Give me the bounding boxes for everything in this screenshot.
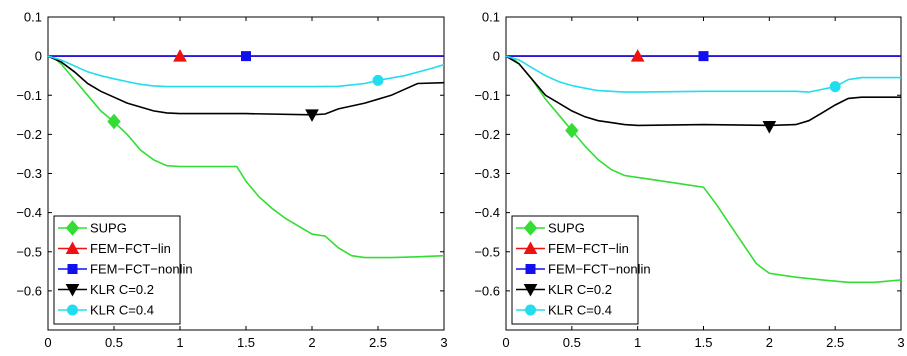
legend-marker <box>525 304 536 316</box>
x-tick-label: 2.5 <box>826 335 844 350</box>
x-tick-label: 3 <box>440 335 447 350</box>
series-marker <box>762 121 777 134</box>
legend-label: KLR C=0.2 <box>90 282 154 297</box>
legend-label: KLR C=0.4 <box>90 303 154 318</box>
legend-label: KLR C=0.2 <box>548 282 612 297</box>
series-marker <box>372 74 384 86</box>
series-marker <box>241 51 251 62</box>
legend-label: FEM−FCT−lin <box>548 241 629 256</box>
legend-label: SUPG <box>90 221 127 236</box>
y-tick-label: −0.5 <box>474 244 500 259</box>
x-tick-label: 0.5 <box>563 335 581 350</box>
series-marker <box>107 113 121 130</box>
series-line <box>505 55 901 127</box>
x-tick-label: 1 <box>634 335 641 350</box>
y-tick-label: −0.6 <box>474 283 500 298</box>
y-tick-label: 0.1 <box>24 10 42 25</box>
x-tick-label: 1.5 <box>237 335 255 350</box>
y-tick-label: −0.5 <box>16 244 42 259</box>
x-tick-label: 3 <box>897 335 904 350</box>
series-line <box>505 55 902 284</box>
y-tick-label: −0.1 <box>16 88 42 103</box>
y-tick-label: −0.4 <box>16 205 42 220</box>
legend-marker <box>67 264 78 274</box>
y-tick-label: −0.3 <box>16 166 42 181</box>
legend-marker <box>67 304 78 316</box>
legend-label: KLR C=0.4 <box>548 303 612 318</box>
x-tick-label: 0 <box>502 335 509 350</box>
x-tick-label: 2 <box>308 335 315 350</box>
series-marker <box>630 49 645 62</box>
legend-label: FEM−FCT−nonlin <box>548 262 651 277</box>
y-tick-label: 0 <box>493 49 500 64</box>
x-tick-label: 1.5 <box>694 335 712 350</box>
y-tick-label: −0.4 <box>474 205 500 220</box>
legend-marker <box>65 284 80 297</box>
series-marker <box>565 122 579 139</box>
y-tick-label: 0.1 <box>482 10 500 25</box>
legend-marker <box>523 284 538 297</box>
y-tick-label: −0.6 <box>16 283 42 298</box>
y-tick-label: −0.2 <box>16 127 42 142</box>
chart-panel-2: 0 0.5 1 1.5 2 2.5 3 0.1 0 −0.1 −0.2 −0.3 −0.4 −0.5 −0.… <box>474 10 904 351</box>
legend-marker <box>523 220 538 236</box>
series-marker <box>305 109 319 122</box>
x-tick-label: 1 <box>176 335 183 350</box>
x-tick-label: 0.5 <box>105 335 123 350</box>
x-tick-label: 0 <box>44 335 51 350</box>
legend-label: FEM−FCT−lin <box>90 241 171 256</box>
legend-marker <box>65 220 80 236</box>
y-tick-label: −0.1 <box>474 88 500 103</box>
chart-panel-1: 0 0.5 1 1.5 2 2.5 3 0.1 0 −0.1 −0.2 −0.3 −0.4 −0.5 −0.… <box>16 10 447 351</box>
series-line <box>47 55 445 116</box>
legend-label: FEM−FCT−nonlin <box>90 262 193 277</box>
y-tick-label: −0.3 <box>474 166 500 181</box>
legend-marker <box>65 241 80 254</box>
legend-label: SUPG <box>548 221 585 236</box>
legend-marker <box>525 264 536 274</box>
legend-marker <box>523 241 538 254</box>
y-tick-label: −0.2 <box>474 127 500 142</box>
y-tick-label: 0 <box>35 49 42 64</box>
series-line <box>47 55 445 259</box>
series-marker <box>698 51 709 62</box>
x-tick-label: 2.5 <box>369 335 387 350</box>
series-marker <box>173 49 187 62</box>
x-tick-label: 2 <box>766 335 773 350</box>
series-marker <box>829 81 841 93</box>
